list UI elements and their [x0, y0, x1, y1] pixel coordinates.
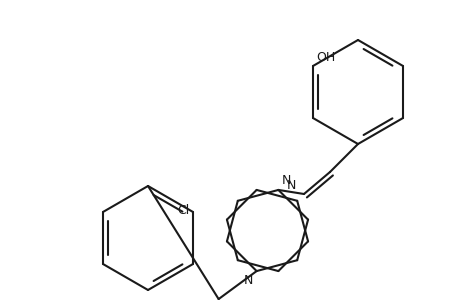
Text: N: N — [243, 274, 252, 287]
Text: OH: OH — [315, 51, 335, 64]
Text: Cl: Cl — [176, 203, 189, 217]
Text: N: N — [286, 179, 295, 192]
Text: N: N — [281, 174, 290, 187]
